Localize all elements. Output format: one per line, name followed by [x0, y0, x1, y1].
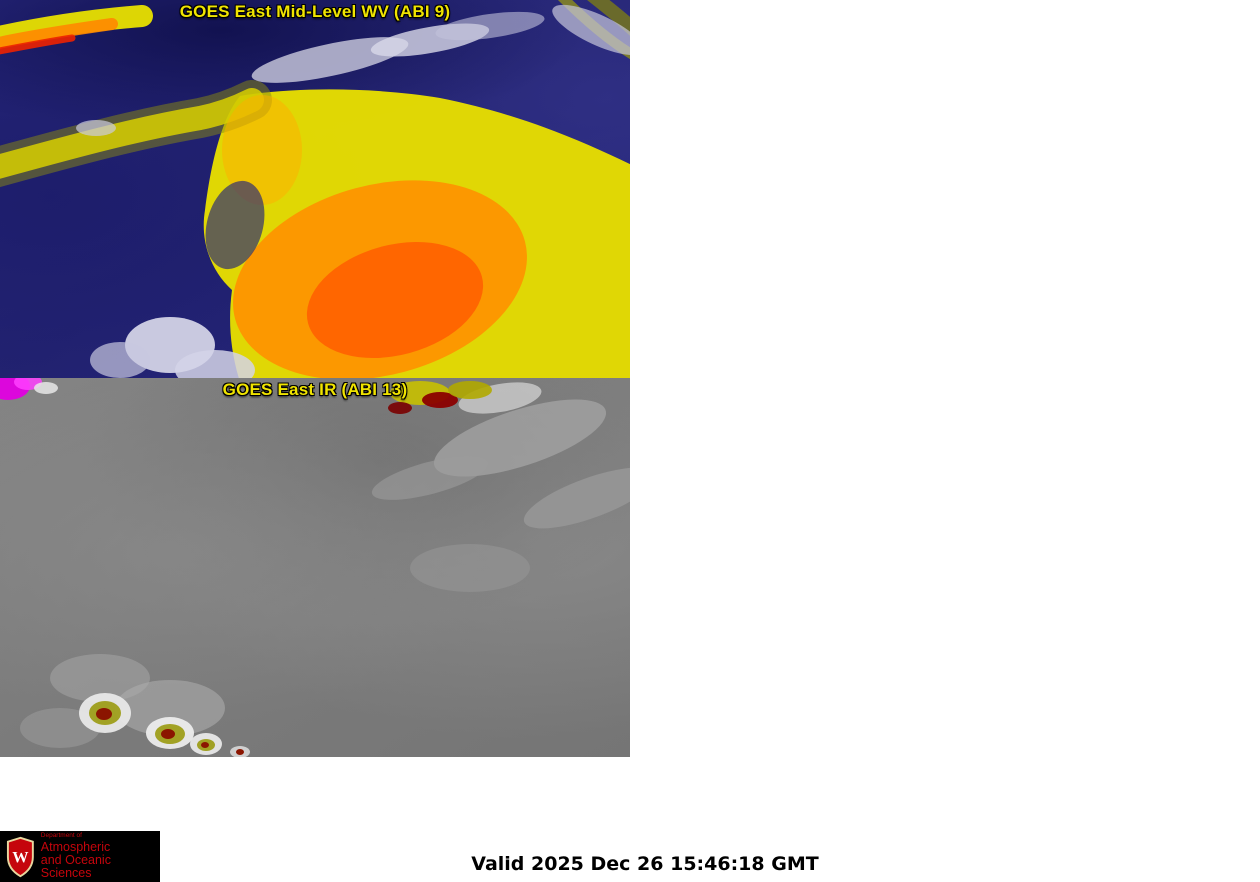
panel-mid-level-wv: GOES East Mid-Level WV (ABI 9) [0, 0, 630, 378]
logo-line-oceanic: and Oceanic Sciences [40, 852, 111, 880]
panel-ir: GOES East IR (ABI 13) [0, 378, 630, 757]
valid-timestamp: Valid 2025 Dec 26 15:46:18 GMT [471, 853, 819, 875]
svg-text:W: W [12, 847, 29, 866]
footer: W Department of Atmospheric and Oceanic … [0, 757, 1260, 882]
coastline-map-overlay [0, 378, 628, 757]
uw-crest-icon: W [6, 836, 34, 877]
uw-aos-logo: W Department of Atmospheric and Oceanic … [0, 831, 160, 882]
ir-cloud-field [0, 378, 630, 757]
uw-logo-text: Department of Atmospheric and Oceanic Sc… [40, 831, 160, 880]
coastline-map-overlay [0, 0, 628, 378]
mid-wv-moisture-field [0, 0, 630, 378]
satellite-panel-grid: GOES East Upper-Level WV (ABI 8) [0, 0, 630, 757]
panel-title-mid-wv: GOES East Mid-Level WV (ABI 9) [179, 2, 451, 21]
panel-title-ir: GOES East IR (ABI 13) [222, 380, 408, 399]
logo-line-dept: Department of [40, 831, 82, 839]
logo-line-atmospheric: Atmospheric [40, 839, 111, 854]
